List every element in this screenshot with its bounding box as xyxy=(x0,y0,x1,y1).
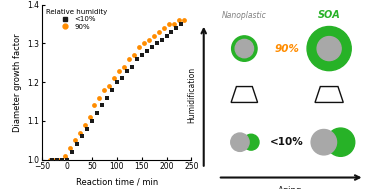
Point xyxy=(171,22,177,26)
Point xyxy=(109,88,115,91)
Text: Nanoplastic: Nanoplastic xyxy=(222,11,267,19)
X-axis label: Reaction time / min: Reaction time / min xyxy=(76,177,158,186)
Point xyxy=(59,158,65,161)
Point xyxy=(156,30,162,33)
Point xyxy=(69,150,75,153)
Y-axis label: Diameter growth factor: Diameter growth factor xyxy=(13,33,22,132)
Point xyxy=(126,57,132,60)
Point xyxy=(136,46,142,49)
Point xyxy=(124,69,130,72)
Text: Humidification: Humidification xyxy=(187,67,196,122)
Point xyxy=(54,158,60,161)
Point xyxy=(129,65,135,68)
Circle shape xyxy=(243,134,259,150)
Point xyxy=(139,53,145,57)
Point xyxy=(161,26,167,29)
Point xyxy=(154,42,160,45)
Point xyxy=(102,88,107,91)
Point xyxy=(99,104,105,107)
Point xyxy=(79,135,85,138)
Point xyxy=(164,34,170,37)
Point xyxy=(141,42,147,45)
Point xyxy=(77,131,82,134)
Point xyxy=(67,146,72,149)
Text: SOA: SOA xyxy=(318,10,340,20)
Point xyxy=(116,69,122,72)
Circle shape xyxy=(326,128,355,156)
Circle shape xyxy=(317,36,341,61)
Point xyxy=(74,143,80,146)
Point xyxy=(106,84,112,88)
Text: <10%: <10% xyxy=(270,137,304,147)
Point xyxy=(144,50,150,53)
Point xyxy=(176,19,182,22)
Point xyxy=(96,96,102,99)
Circle shape xyxy=(307,26,351,71)
Circle shape xyxy=(311,129,337,155)
Point xyxy=(64,158,70,161)
Point xyxy=(134,57,140,60)
Point xyxy=(57,158,63,161)
Circle shape xyxy=(231,36,257,61)
Point xyxy=(131,53,137,57)
Point xyxy=(92,104,98,107)
Point xyxy=(149,46,155,49)
Point xyxy=(86,115,92,119)
Point xyxy=(94,112,100,115)
Point xyxy=(84,127,90,130)
Point xyxy=(104,96,110,99)
Legend: <10%, 90%: <10%, 90% xyxy=(46,8,109,30)
Point xyxy=(174,26,180,29)
Point xyxy=(159,38,164,41)
Point xyxy=(114,81,120,84)
Text: Aging: Aging xyxy=(278,186,302,189)
Text: 90%: 90% xyxy=(274,44,299,53)
Point xyxy=(82,123,88,126)
Point xyxy=(169,30,174,33)
Circle shape xyxy=(231,133,249,151)
Point xyxy=(112,77,117,80)
Point xyxy=(62,154,68,157)
Point xyxy=(49,158,55,161)
Point xyxy=(47,158,53,161)
Point xyxy=(119,77,125,80)
Point xyxy=(52,158,58,161)
Point xyxy=(72,139,78,142)
Point xyxy=(121,65,127,68)
Point xyxy=(146,38,152,41)
Point xyxy=(89,119,95,122)
Point xyxy=(181,19,187,22)
Point xyxy=(166,22,172,26)
Point xyxy=(178,22,184,26)
Circle shape xyxy=(235,39,254,58)
Point xyxy=(151,34,157,37)
